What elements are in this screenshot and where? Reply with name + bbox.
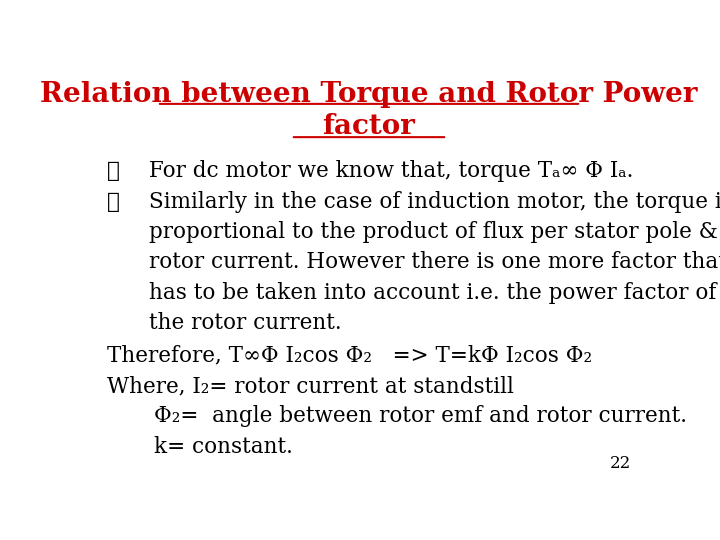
Text: 22: 22 [610,455,631,472]
Text: has to be taken into account i.e. the power factor of: has to be taken into account i.e. the po… [148,282,716,304]
Text: factor: factor [323,113,415,140]
Text: rotor current. However there is one more factor that: rotor current. However there is one more… [148,252,720,273]
Text: Relation between Torque and Rotor Power: Relation between Torque and Rotor Power [40,82,698,109]
Text: proportional to the product of flux per stator pole &: proportional to the product of flux per … [148,221,717,243]
Text: Therefore, T∞Φ I₂cos Φ₂   => T=kΦ I₂cos Φ₂: Therefore, T∞Φ I₂cos Φ₂ => T=kΦ I₂cos Φ₂ [107,345,592,367]
Text: Similarly in the case of induction motor, the torque is: Similarly in the case of induction motor… [148,191,720,213]
Text: For dc motor we know that, torque Tₐ∞ Φ Iₐ.: For dc motor we know that, torque Tₐ∞ Φ … [148,160,633,183]
Text: the rotor current.: the rotor current. [148,312,341,334]
Text: ❖: ❖ [107,191,120,213]
Text: Where, I₂= rotor current at standstill: Where, I₂= rotor current at standstill [107,375,513,397]
Text: Φ₂=  angle between rotor emf and rotor current.: Φ₂= angle between rotor emf and rotor cu… [154,406,687,427]
Text: ❖: ❖ [107,160,120,183]
Text: k= constant.: k= constant. [154,436,293,458]
